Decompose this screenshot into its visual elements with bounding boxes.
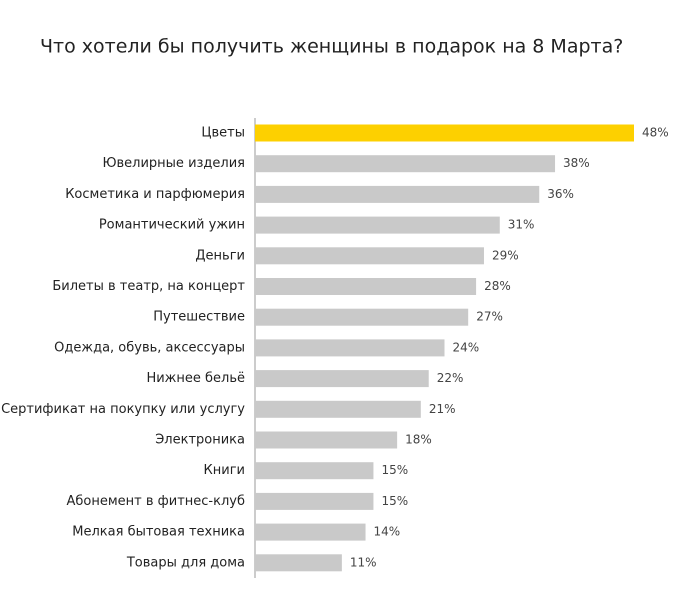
value-label: 15% [381,463,408,477]
value-label: 11% [350,555,377,569]
category-label: Сертификат на покупку или услугу [1,402,245,417]
value-label: 31% [508,218,535,232]
value-label: 38% [563,156,590,170]
category-label: Нижнее бельё [146,371,245,386]
value-label: 48% [642,126,669,140]
value-label: 36% [547,187,574,201]
category-label: Книги [204,463,245,478]
category-label: Мелкая бытовая техника [72,525,245,540]
bar [255,247,484,265]
category-label: Цветы [201,126,245,141]
bar [255,124,634,142]
category-label: Деньги [195,248,245,263]
bar [255,278,477,295]
value-label: 15% [381,494,408,508]
bar [255,554,342,572]
category-label: Товары для дома [126,555,245,570]
value-label: 22% [437,371,464,385]
category-label: Косметика и парфюмерия [65,187,245,202]
bar [255,370,429,388]
value-label: 29% [492,248,519,262]
bar [255,523,366,541]
category-label: Романтический ужин [99,218,245,233]
bar [255,216,500,234]
bar [255,492,374,510]
value-label: 18% [405,433,432,447]
bar [255,431,398,449]
category-label: Ювелирные изделия [102,156,245,171]
chart-title: Что хотели бы получить женщины в подарок… [40,36,623,58]
bar [255,308,469,326]
category-label: Одежда, обувь, аксессуары [54,340,245,355]
category-label: Путешествие [153,310,245,325]
bar [255,462,374,480]
value-label: 14% [374,525,401,539]
category-label: Билеты в театр, на концерт [52,279,245,294]
value-label: 24% [453,340,480,354]
bar [255,185,540,203]
value-label: 21% [429,402,456,416]
category-label: Абонемент в фитнес-клуб [66,494,245,509]
category-label: Электроника [155,433,245,448]
bar [255,400,421,418]
bar [255,155,556,173]
bar [255,339,445,357]
value-label: 28% [484,279,511,293]
value-label: 27% [476,310,503,324]
